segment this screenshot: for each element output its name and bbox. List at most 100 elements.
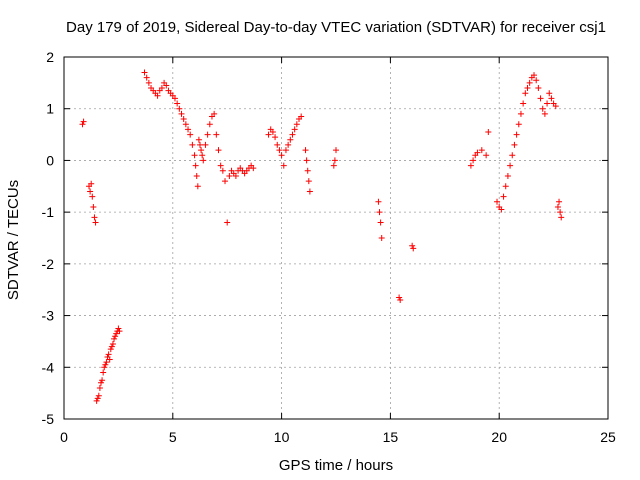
data-point	[498, 206, 505, 213]
data-point	[141, 69, 148, 76]
y-tick-label: -5	[42, 411, 55, 427]
data-point	[226, 172, 233, 179]
x-tick-label: 0	[60, 429, 68, 445]
data-point	[206, 121, 213, 128]
data-point	[79, 121, 86, 128]
data-point	[176, 105, 183, 112]
data-point	[182, 121, 189, 128]
data-point	[269, 128, 276, 135]
data-point	[376, 209, 383, 216]
data-point	[191, 152, 198, 159]
data-point	[185, 126, 192, 133]
data-point	[106, 356, 113, 363]
data-point	[88, 180, 95, 187]
data-point	[112, 333, 119, 340]
data-point	[378, 235, 385, 241]
data-point	[502, 183, 509, 190]
data-point	[217, 162, 224, 169]
data-point	[554, 203, 561, 210]
data-point	[105, 351, 112, 358]
data-point	[178, 110, 185, 117]
data-point	[189, 141, 196, 148]
data-point	[539, 105, 546, 112]
data-point	[552, 103, 559, 110]
data-point	[215, 147, 222, 154]
data-point	[507, 162, 514, 169]
data-point	[202, 141, 209, 148]
data-point	[113, 330, 120, 337]
data-point	[533, 77, 540, 84]
data-point	[107, 346, 114, 353]
data-point	[513, 131, 520, 138]
data-point	[537, 95, 544, 102]
data-point	[95, 392, 102, 399]
data-point	[92, 219, 99, 226]
data-point	[87, 188, 94, 195]
data-point	[302, 147, 309, 154]
data-point	[410, 245, 417, 252]
y-tick-label: 1	[46, 101, 54, 117]
data-point	[102, 361, 109, 368]
data-point	[289, 131, 296, 138]
data-point	[101, 364, 108, 371]
data-point	[97, 379, 104, 386]
data-point	[213, 131, 220, 138]
x-tick-label: 25	[600, 429, 616, 445]
data-point	[143, 74, 150, 81]
data-point	[276, 147, 283, 154]
data-point	[100, 369, 107, 376]
data-point	[306, 188, 313, 195]
data-point	[504, 172, 511, 179]
x-tick-label: 10	[274, 429, 290, 445]
data-point	[305, 178, 312, 185]
data-point	[91, 214, 98, 221]
data-point	[224, 219, 231, 226]
data-point	[535, 85, 542, 92]
data-point	[509, 152, 516, 159]
data-point	[285, 141, 292, 148]
x-tick-label: 20	[491, 429, 507, 445]
data-point	[556, 198, 563, 205]
data-point	[109, 341, 116, 348]
y-tick-label: 2	[46, 49, 54, 65]
y-axis-label: SDTVAR / TECUs	[5, 180, 22, 300]
data-point	[520, 100, 527, 107]
y-tick-label: -4	[42, 359, 55, 375]
data-point	[331, 157, 338, 164]
data-point	[265, 131, 272, 138]
data-point	[524, 85, 531, 92]
data-point	[89, 193, 96, 200]
data-point	[483, 152, 490, 159]
data-point	[197, 141, 203, 148]
data-point	[280, 162, 287, 169]
data-point	[474, 149, 481, 156]
data-point	[548, 95, 555, 102]
y-tick-label: 0	[46, 152, 54, 168]
data-point	[531, 72, 538, 79]
data-point	[511, 141, 518, 148]
data-point	[558, 214, 565, 221]
data-point	[93, 397, 100, 404]
data-point	[526, 79, 533, 86]
data-point	[80, 118, 87, 125]
data-point	[96, 384, 103, 391]
data-point	[541, 110, 548, 117]
data-point	[94, 395, 101, 402]
y-tick-label: -1	[42, 204, 55, 220]
data-point	[272, 134, 279, 141]
data-point	[467, 162, 474, 169]
data-point	[174, 100, 181, 107]
data-point	[500, 193, 507, 200]
data-point	[375, 198, 382, 205]
data-point	[103, 359, 110, 366]
data-point	[298, 113, 305, 120]
data-point	[396, 294, 403, 301]
data-point	[409, 242, 416, 249]
data-point	[470, 157, 477, 164]
data-point	[222, 178, 229, 185]
grid	[64, 57, 608, 419]
data-point	[187, 131, 194, 138]
axis-ticks	[63, 56, 609, 420]
